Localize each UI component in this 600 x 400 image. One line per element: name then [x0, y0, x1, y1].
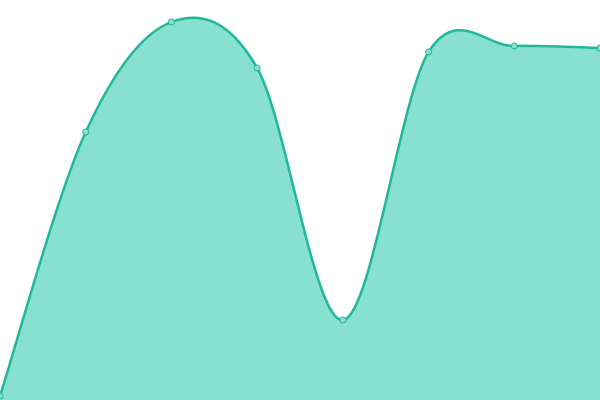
point [253, 64, 261, 72]
area-fill [0, 17, 600, 400]
point [0, 392, 4, 400]
point [596, 44, 600, 52]
point [167, 18, 175, 26]
point [339, 316, 347, 324]
point [425, 48, 433, 56]
point [510, 42, 518, 50]
point [82, 128, 90, 136]
